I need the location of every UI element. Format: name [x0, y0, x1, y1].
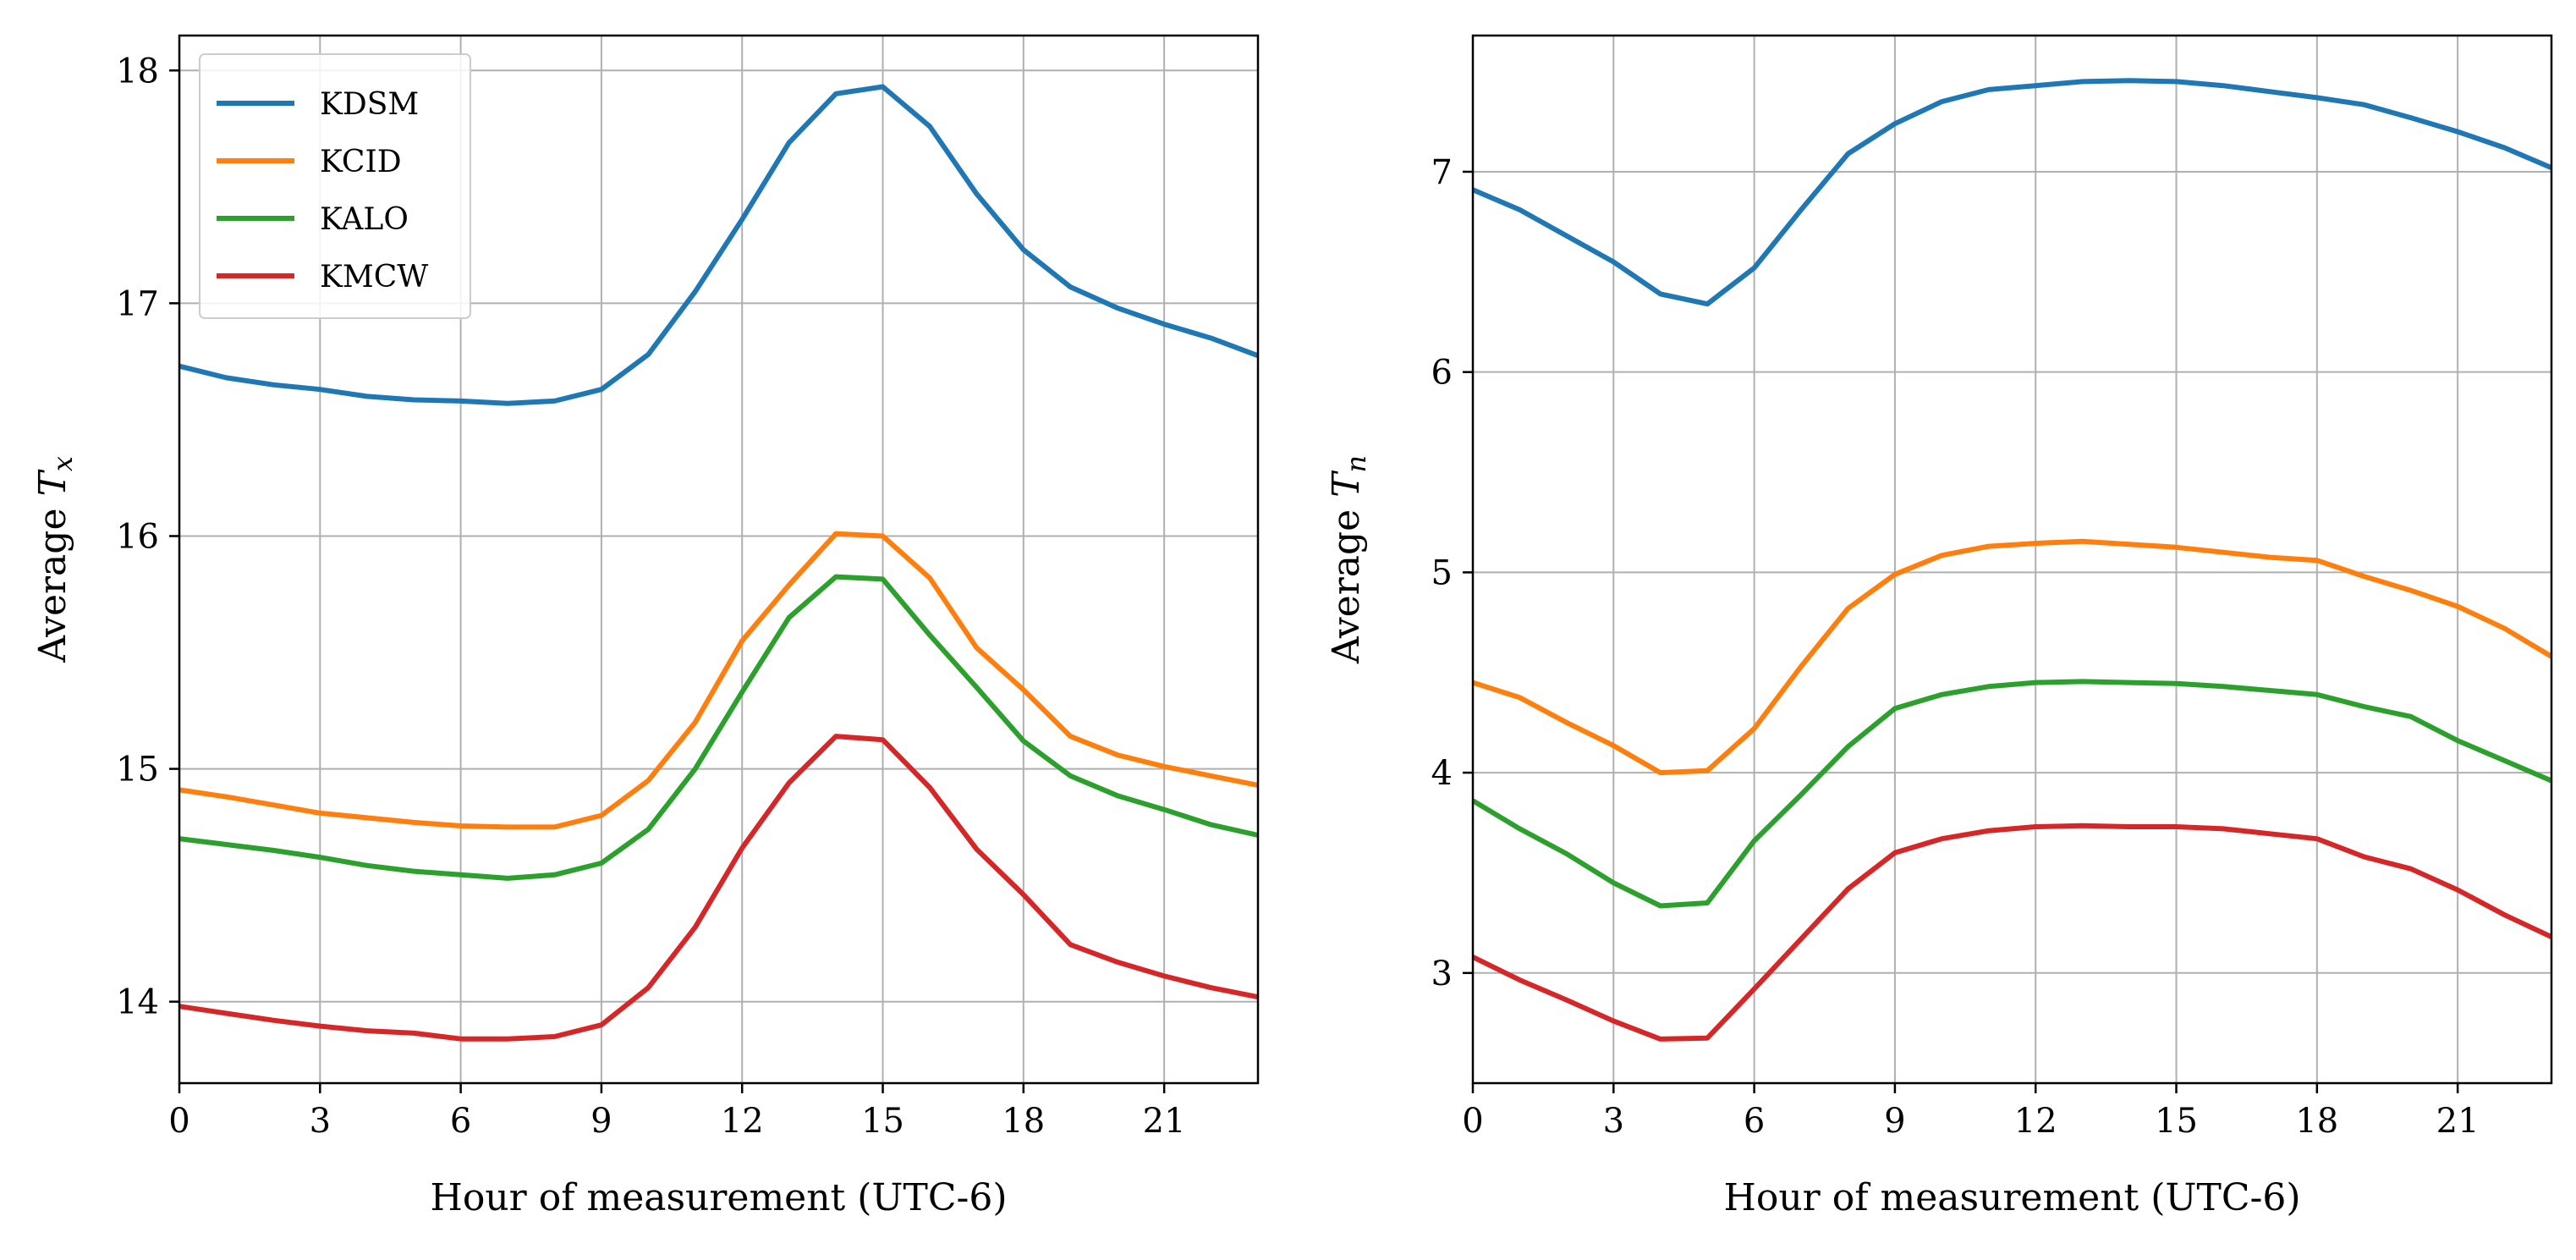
x-tick-label: 6 — [450, 1102, 471, 1141]
x-tick-label: 3 — [1603, 1102, 1624, 1141]
y-tick-label: 7 — [1431, 153, 1453, 192]
x-tick-label: 15 — [861, 1102, 904, 1141]
y-axis-label: Average Tx — [31, 456, 79, 663]
chart-panel-2: 0 3 6 9 12 15 18 21 3 4 5 6 7 Hour of measurement (UT… — [1325, 34, 2553, 1219]
legend-label-kdsm: KDSM — [320, 87, 419, 122]
y-tick-label: 3 — [1431, 955, 1453, 993]
x-tick-label: 9 — [1884, 1102, 1905, 1141]
x-tick-label: 12 — [2014, 1102, 2057, 1141]
series-line-kmcw — [1471, 823, 2553, 1042]
series-line-kdsm — [1471, 78, 2553, 307]
x-tick-label: 15 — [2155, 1102, 2198, 1141]
x-tick-label: 6 — [1744, 1102, 1765, 1141]
y-tick-label: 14 — [116, 983, 159, 1022]
chart-panel-1: 0 3 6 9 12 15 18 21 14 15 16 17 18 Hour of measuremen… — [31, 34, 1260, 1219]
series-line-kcid — [1472, 538, 2553, 776]
x-tick-label: 9 — [590, 1102, 612, 1141]
legend-label-kalo: KALO — [320, 202, 409, 237]
x-axis-label: Hour of measurement (UTC-6) — [1723, 1176, 2300, 1219]
x-tick-label: 18 — [1002, 1102, 1045, 1141]
y-tick-label: 16 — [116, 517, 159, 556]
legend-box — [199, 53, 471, 319]
x-tick-label: 3 — [310, 1102, 331, 1141]
legend-label-kmcw: KMCW — [320, 260, 428, 294]
y-tick-label: 18 — [116, 52, 159, 91]
x-tick-label: 18 — [2295, 1102, 2338, 1141]
series-line-kalo — [179, 574, 1259, 881]
x-tick-label: 21 — [1143, 1102, 1186, 1141]
y-tick-label: 15 — [116, 751, 159, 790]
legend: KDSM KCID KALO KMCW — [199, 53, 471, 319]
y-tick-label: 5 — [1431, 553, 1453, 592]
series-line-kdsm — [179, 84, 1260, 406]
x-tick-label: 12 — [721, 1102, 764, 1141]
legend-label-kcid: KCID — [320, 145, 402, 179]
y-axis-label: Average Tn — [1325, 455, 1372, 664]
x-tick-label: 21 — [2436, 1102, 2480, 1141]
x-tick-label: 0 — [1462, 1102, 1483, 1141]
x-tick-label: 0 — [168, 1102, 189, 1141]
y-tick-label: 6 — [1431, 354, 1453, 393]
y-tick-label: 17 — [116, 284, 159, 323]
plot-frame — [178, 34, 1260, 1085]
y-tick-label: 4 — [1431, 754, 1453, 793]
series-line-kmcw — [179, 734, 1259, 1042]
series-line-kcid — [179, 531, 1259, 830]
series-line-kalo — [1471, 679, 2553, 909]
x-axis-label: Hour of measurement (UTC-6) — [430, 1176, 1007, 1219]
plot-frame — [1471, 34, 2553, 1085]
